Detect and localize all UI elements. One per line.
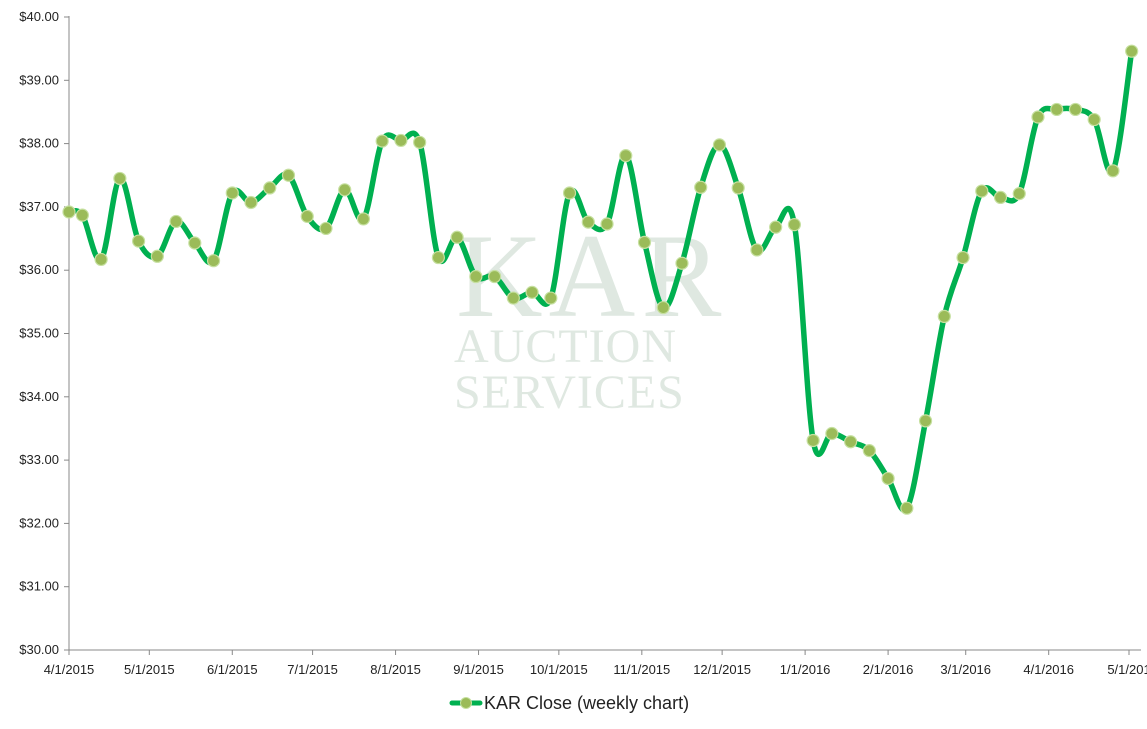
- data-point: [169, 214, 183, 229]
- data-point: [1012, 187, 1026, 201]
- data-point: [319, 221, 333, 236]
- legend: KAR Close (weekly chart): [449, 693, 689, 713]
- x-axis-ticks: 4/1/2015 5/1/2015 6/1/2015 7/1/2015 8/1/2015…: [44, 650, 1147, 677]
- data-point: [993, 190, 1008, 205]
- data-point: [1050, 102, 1064, 117]
- data-point: [375, 134, 389, 148]
- data-point: [975, 184, 989, 198]
- data-point: [431, 250, 445, 265]
- series-layer: [62, 44, 1139, 515]
- data-point: [881, 471, 895, 486]
- x-tick-label: 4/1/2015: [44, 662, 95, 677]
- data-point: [787, 218, 802, 232]
- x-tick-label: 9/1/2015: [453, 662, 504, 677]
- y-tick-label: $32.00: [19, 515, 59, 530]
- y-tick-label: $37.00: [19, 199, 59, 214]
- data-point: [94, 252, 108, 267]
- data-point: [562, 186, 577, 200]
- data-point: [300, 209, 314, 223]
- data-point: [694, 180, 708, 194]
- x-tick-label: 6/1/2015: [207, 662, 258, 677]
- data-point: [619, 149, 633, 163]
- data-point: [956, 250, 970, 265]
- data-point: [862, 444, 876, 458]
- data-point: [600, 217, 614, 231]
- data-point: [1068, 102, 1083, 117]
- data-point: [150, 249, 164, 263]
- data-point: [75, 208, 89, 222]
- data-point: [188, 236, 202, 250]
- y-axis-ticks: $30.00 $31.00 $32.00 $33.00 $34.00 $35.00 $36.…: [19, 9, 69, 657]
- data-point: [488, 269, 502, 284]
- data-point: [263, 181, 277, 195]
- data-point: [1106, 164, 1120, 178]
- legend-label: KAR Close (weekly chart): [484, 693, 689, 713]
- y-tick-label: $38.00: [19, 136, 59, 151]
- y-tick-label: $34.00: [19, 389, 59, 404]
- data-point: [825, 426, 839, 441]
- data-point: [544, 291, 558, 305]
- data-point: [806, 433, 820, 448]
- data-point: [581, 215, 595, 229]
- x-tick-label: 1/1/2016: [780, 662, 831, 677]
- data-point: [413, 135, 427, 149]
- data-point: [225, 186, 239, 200]
- x-tick-label: 3/1/2016: [940, 662, 991, 677]
- data-point: [1125, 44, 1139, 58]
- data-point: [675, 256, 689, 270]
- data-point: [206, 254, 221, 268]
- data-point: [769, 220, 783, 234]
- x-tick-label: 2/1/2016: [863, 662, 914, 677]
- x-tick-label: 12/1/2015: [693, 662, 751, 677]
- data-point: [712, 138, 727, 152]
- data-point: [731, 181, 745, 195]
- x-tick-label: 5/1/201: [1107, 662, 1147, 677]
- y-tick-label: $40.00: [19, 9, 59, 24]
- x-tick-label: 8/1/2015: [370, 662, 421, 677]
- watermark-line-2: AUCTION: [454, 320, 677, 373]
- data-point: [1031, 110, 1045, 124]
- data-point: [750, 243, 764, 257]
- watermark-line-3: SERVICES: [454, 366, 685, 419]
- y-tick-label: $36.00: [19, 262, 59, 277]
- y-tick-label: $39.00: [19, 72, 59, 87]
- data-point: [937, 309, 951, 324]
- data-point: [113, 171, 127, 186]
- x-tick-label: 10/1/2015: [530, 662, 588, 677]
- y-tick-label: $30.00: [19, 642, 59, 657]
- x-tick-label: 5/1/2015: [124, 662, 175, 677]
- data-point: [469, 269, 483, 284]
- data-point: [918, 414, 933, 428]
- legend-marker-swatch: [460, 697, 472, 709]
- data-point: [900, 501, 914, 515]
- x-tick-label: 7/1/2015: [287, 662, 338, 677]
- data-point: [394, 133, 408, 148]
- x-tick-label: 4/1/2016: [1023, 662, 1074, 677]
- data-point: [637, 235, 652, 249]
- x-tick-label: 11/1/2015: [613, 662, 670, 677]
- data-point: [1087, 112, 1101, 127]
- data-point: [506, 291, 520, 305]
- data-point: [338, 183, 352, 197]
- data-point: [131, 234, 146, 248]
- data-point: [656, 300, 670, 315]
- data-point: [244, 195, 258, 210]
- y-tick-label: $35.00: [19, 326, 59, 341]
- data-point: [62, 205, 76, 219]
- y-tick-label: $31.00: [19, 579, 59, 594]
- data-point: [525, 285, 539, 299]
- y-tick-label: $33.00: [19, 452, 59, 467]
- data-point: [356, 212, 371, 226]
- data-point: [844, 435, 858, 449]
- data-point: [450, 230, 464, 244]
- data-point: [281, 168, 296, 182]
